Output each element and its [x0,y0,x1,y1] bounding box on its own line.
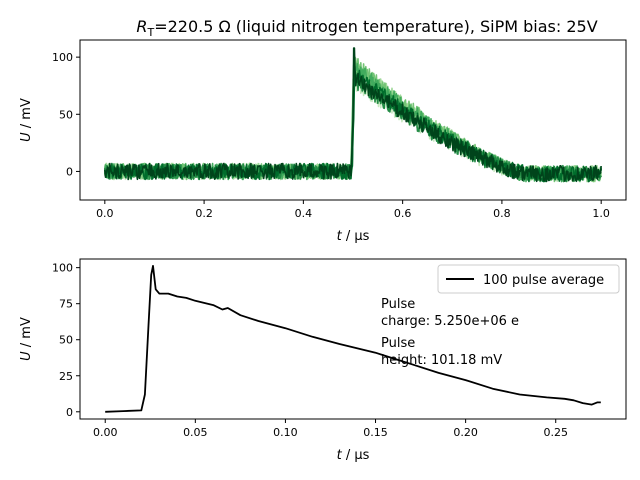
title-rest: =220.5 Ω (liquid nitrogen temperature), … [154,17,598,36]
bottom-x-tick-label: 0.25 [543,426,568,439]
top-x-tick-label: 0.2 [195,207,213,220]
chart-title: RT=220.5 Ω (liquid nitrogen temperature)… [136,17,597,39]
top-axes-frame [79,39,627,201]
bottom-x-tick-label: 0.15 [363,426,388,439]
title-r-symbol: R [136,17,147,36]
top-y-ticks: 0 50 100 [52,51,80,178]
annotation-height-line1: Pulse [381,336,415,351]
annotation-charge-line1: Pulse [381,297,415,312]
bottom-x-ticks: 0.00 0.05 0.10 0.15 0.20 0.25 [93,419,568,439]
title-subscript: T [146,26,154,39]
top-y-tick-label: 0 [66,165,73,178]
annotation-height: Pulse height: 101.18 mV [381,336,502,368]
annotation-height-line2: height: 101.18 mV [381,353,502,368]
annotation-charge: Pulse charge: 5.250e+06 e [381,297,519,329]
bottom-x-tick-label: 0.05 [183,426,208,439]
top-traces [104,47,602,183]
bottom-x-tick-label: 0.20 [453,426,478,439]
top-y-tick-label: 100 [52,51,73,64]
bottom-y-tick-label: 75 [59,298,73,311]
plot-top: 0.0 0.2 0.4 0.6 0.8 1.0 0 50 100 t / µs U / mV [19,39,627,244]
top-x-axis-label: t / µs [337,229,370,244]
bottom-y-tick-label: 25 [59,370,73,383]
annotation-charge-line2: charge: 5.250e+06 e [381,314,519,329]
bottom-y-tick-label: 100 [52,262,73,275]
plot-bottom: 0.00 0.05 0.10 0.15 0.20 0.25 0 25 50 75 100 t / … [19,258,627,463]
bottom-x-tick-label: 0.10 [273,426,298,439]
bottom-y-tick-label: 0 [66,406,73,419]
top-y-axis-label: U / mV [19,98,34,142]
pulse-trace-7 [104,47,602,183]
top-x-tick-label: 0.0 [96,207,114,220]
average-pulse-line [105,264,601,413]
legend-box [437,264,620,294]
bottom-y-tick-label: 50 [59,334,73,347]
top-y-tick-label: 50 [59,108,73,121]
bottom-traces [105,264,601,413]
bottom-y-ticks: 0 25 50 75 100 [52,262,80,419]
bottom-x-tick-label: 0.00 [93,426,118,439]
legend-label: 100 pulse average [483,273,604,288]
bottom-y-axis-label: U / mV [19,317,34,361]
bottom-axes-frame [79,258,627,420]
top-x-ticks: 0.0 0.2 0.4 0.6 0.8 1.0 [96,200,610,220]
top-x-tick-label: 0.4 [295,207,313,220]
top-x-tick-label: 0.6 [394,207,412,220]
legend: 100 pulse average [437,264,620,294]
bottom-x-axis-label: t / µs [337,448,370,463]
top-x-tick-label: 1.0 [592,207,610,220]
top-x-tick-label: 0.8 [493,207,511,220]
